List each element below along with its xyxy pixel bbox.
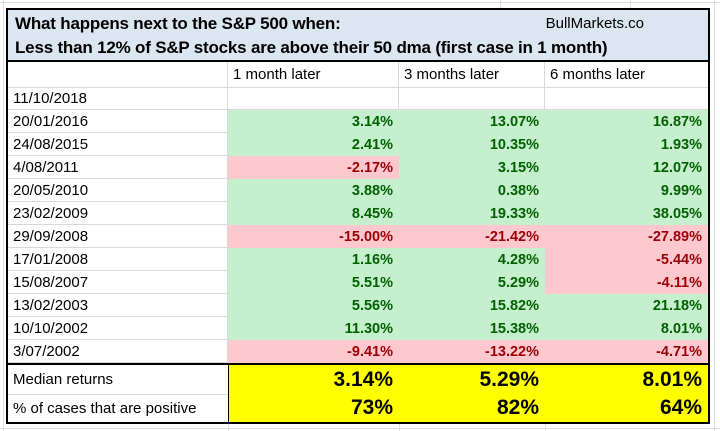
positive-value-1-month[interactable]: 73% — [228, 394, 399, 422]
value-cell[interactable]: 0.38% — [399, 179, 545, 202]
value-cell[interactable]: -5.44% — [545, 248, 708, 271]
data-rows: 11/10/2018 20/01/2016 3.14% 13.07% 16.87% 24/… — [8, 88, 708, 363]
value-cell[interactable]: 2.41% — [228, 133, 399, 156]
gridline — [399, 424, 400, 431]
date-cell[interactable]: 4/08/2011 — [8, 156, 228, 179]
table-row: 24/08/2015 2.41% 10.35% 1.93% — [8, 133, 708, 156]
date-cell[interactable]: 20/05/2010 — [8, 179, 228, 202]
value-cell[interactable]: -27.89% — [545, 225, 708, 248]
positive-value-3-months[interactable]: 82% — [399, 394, 545, 422]
title-box: What happens next to the S&P 500 when: B… — [6, 8, 710, 62]
gridline — [0, 2, 720, 3]
column-header-row: 1 month later 3 months later 6 months la… — [8, 62, 708, 88]
value-cell[interactable]: -4.11% — [545, 271, 708, 294]
value-cell[interactable]: 4.28% — [399, 248, 545, 271]
positive-value-6-months[interactable]: 64% — [545, 394, 708, 422]
median-value-1-month[interactable]: 3.14% — [228, 365, 399, 394]
value-cell[interactable]: 1.93% — [545, 133, 708, 156]
median-value-3-months[interactable]: 5.29% — [399, 365, 545, 394]
median-returns-label[interactable]: Median returns — [8, 365, 228, 394]
value-cell[interactable]: 19.33% — [399, 202, 545, 225]
date-cell[interactable]: 23/02/2009 — [8, 202, 228, 225]
table-row: 20/01/2016 3.14% 13.07% 16.87% — [8, 110, 708, 133]
value-cell[interactable]: -15.00% — [228, 225, 399, 248]
value-cell[interactable]: -13.22% — [399, 340, 545, 363]
value-cell[interactable]: 11.30% — [228, 317, 399, 340]
gridline — [714, 0, 715, 431]
analysis-table: What happens next to the S&P 500 when: B… — [6, 8, 710, 424]
value-cell[interactable]: 38.05% — [545, 202, 708, 225]
value-cell[interactable]: -4.71% — [545, 340, 708, 363]
value-cell[interactable] — [399, 88, 545, 110]
date-cell[interactable]: 29/09/2008 — [8, 225, 228, 248]
column-header-3-months[interactable]: 3 months later — [399, 62, 545, 88]
value-cell[interactable]: 3.15% — [399, 156, 545, 179]
date-cell[interactable]: 15/08/2007 — [8, 271, 228, 294]
gridline — [630, 0, 631, 8]
value-cell[interactable]: 1.16% — [228, 248, 399, 271]
date-cell[interactable]: 24/08/2015 — [8, 133, 228, 156]
table-row: 29/09/2008 -15.00% -21.42% -27.89% — [8, 225, 708, 248]
gridline — [228, 424, 229, 431]
corner-cell[interactable] — [8, 62, 228, 88]
value-cell[interactable]: 13.07% — [399, 110, 545, 133]
table-row: 20/05/2010 3.88% 0.38% 9.99% — [8, 179, 708, 202]
value-cell[interactable]: 9.99% — [545, 179, 708, 202]
date-cell[interactable]: 17/01/2008 — [8, 248, 228, 271]
date-cell[interactable]: 3/07/2002 — [8, 340, 228, 363]
value-cell[interactable]: 5.29% — [399, 271, 545, 294]
value-cell[interactable]: 8.45% — [228, 202, 399, 225]
date-cell[interactable]: 10/10/2002 — [8, 317, 228, 340]
table-body: 1 month later 3 months later 6 months la… — [6, 62, 710, 424]
gridline — [545, 424, 546, 431]
value-cell[interactable]: 5.56% — [228, 294, 399, 317]
summary-section: Median returns 3.14% 5.29% 8.01% % of ca… — [8, 363, 708, 422]
date-cell[interactable]: 11/10/2018 — [8, 88, 228, 110]
value-cell[interactable]: 21.18% — [545, 294, 708, 317]
value-cell[interactable]: -9.41% — [228, 340, 399, 363]
brand-text: BullMarkets.co — [545, 15, 644, 32]
gridline — [500, 0, 501, 8]
date-cell[interactable]: 20/01/2016 — [8, 110, 228, 133]
value-cell[interactable] — [228, 88, 399, 110]
value-cell[interactable]: 3.14% — [228, 110, 399, 133]
median-value-6-months[interactable]: 8.01% — [545, 365, 708, 394]
value-cell[interactable]: 5.51% — [228, 271, 399, 294]
value-cell[interactable]: 8.01% — [545, 317, 708, 340]
value-cell[interactable]: 15.38% — [399, 317, 545, 340]
value-cell[interactable]: 16.87% — [545, 110, 708, 133]
table-row: 15/08/2007 5.51% 5.29% -4.11% — [8, 271, 708, 294]
value-cell[interactable]: 12.07% — [545, 156, 708, 179]
table-row: 4/08/2011 -2.17% 3.15% 12.07% — [8, 156, 708, 179]
column-header-1-month[interactable]: 1 month later — [228, 62, 399, 88]
table-row: 23/02/2009 8.45% 19.33% 38.05% — [8, 202, 708, 225]
table-row: 17/01/2008 1.16% 4.28% -5.44% — [8, 248, 708, 271]
value-cell[interactable]: 10.35% — [399, 133, 545, 156]
median-returns-row: Median returns 3.14% 5.29% 8.01% — [8, 365, 708, 394]
table-row: 10/10/2002 11.30% 15.38% 8.01% — [8, 317, 708, 340]
positive-cases-row: % of cases that are positive 73% 82% 64% — [8, 394, 708, 422]
value-cell[interactable]: 3.88% — [228, 179, 399, 202]
value-cell[interactable]: -2.17% — [228, 156, 399, 179]
page-title: What happens next to the S&P 500 when: — [15, 13, 341, 33]
title-line: What happens next to the S&P 500 when: B… — [15, 11, 708, 36]
date-cell[interactable]: 13/02/2003 — [8, 294, 228, 317]
table-row: 13/02/2003 5.56% 15.82% 21.18% — [8, 294, 708, 317]
table-row: 3/07/2002 -9.41% -13.22% -4.71% — [8, 340, 708, 363]
value-cell[interactable]: -21.42% — [399, 225, 545, 248]
column-header-6-months[interactable]: 6 months later — [545, 62, 708, 88]
positive-cases-label[interactable]: % of cases that are positive — [8, 394, 228, 422]
table-row: 11/10/2018 — [8, 88, 708, 110]
value-cell[interactable]: 15.82% — [399, 294, 545, 317]
gridline — [0, 428, 720, 429]
value-cell[interactable] — [545, 88, 708, 110]
gridline — [3, 0, 4, 431]
page-subtitle: Less than 12% of S&P stocks are above th… — [15, 38, 608, 57]
